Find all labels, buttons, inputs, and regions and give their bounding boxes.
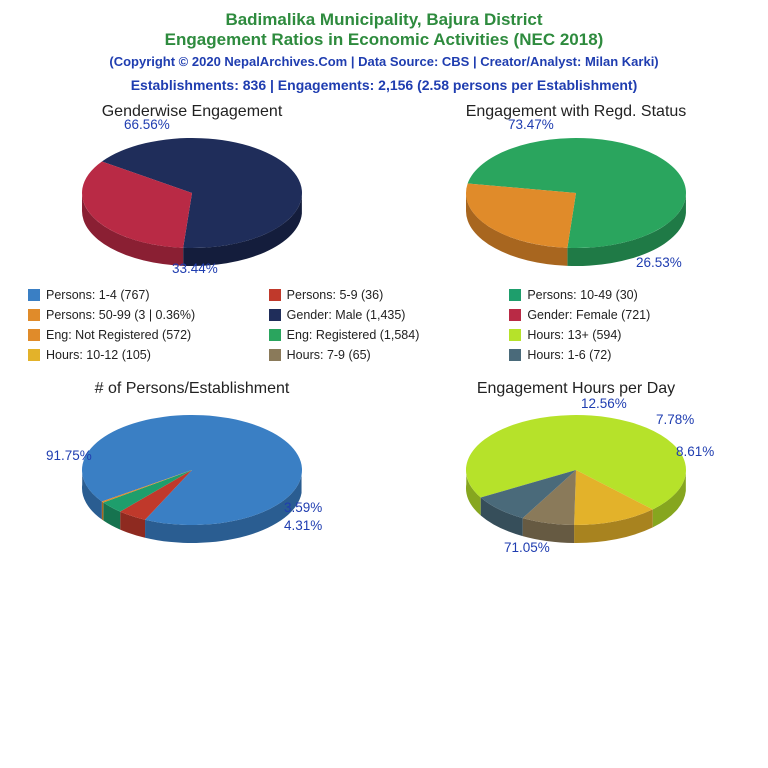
legend-item: Gender: Female (721) — [509, 308, 740, 322]
legend-swatch — [28, 289, 40, 301]
pie-label: 12.56% — [581, 396, 627, 411]
header: Badimalika Municipality, Bajura District… — [0, 0, 768, 97]
legend-swatch — [509, 289, 521, 301]
legend-item: Hours: 13+ (594) — [509, 328, 740, 342]
pie-persons: 91.75%4.31%3.59% — [62, 400, 322, 555]
legend-swatch — [269, 349, 281, 361]
title-line-1: Badimalika Municipality, Bajura District — [8, 10, 760, 30]
pie-label: 8.61% — [676, 444, 714, 459]
legend-label: Persons: 1-4 (767) — [46, 288, 150, 302]
pie-label: 71.05% — [504, 540, 550, 555]
legend-label: Persons: 50-99 (3 | 0.36%) — [46, 308, 195, 322]
chart-title-persons: # of Persons/Establishment — [12, 380, 372, 398]
legend-swatch — [509, 329, 521, 341]
pie-label: 33.44% — [172, 261, 218, 276]
copyright-line: (Copyright © 2020 NepalArchives.Com | Da… — [8, 54, 760, 69]
legend-swatch — [269, 289, 281, 301]
legend-swatch — [509, 309, 521, 321]
pie-label: 66.56% — [124, 117, 170, 132]
legend-label: Hours: 10-12 (105) — [46, 348, 151, 362]
pie-label: 91.75% — [46, 448, 92, 463]
legend-label: Gender: Female (721) — [527, 308, 650, 322]
chart-gender: Genderwise Engagement 66.56%33.44% — [12, 103, 372, 278]
legend-item: Hours: 10-12 (105) — [28, 348, 259, 362]
legend-swatch — [28, 329, 40, 341]
legend-label: Hours: 13+ (594) — [527, 328, 621, 342]
chart-title-hours: Engagement Hours per Day — [396, 380, 756, 398]
legend-swatch — [28, 349, 40, 361]
chart-hours: Engagement Hours per Day 71.05%12.56%7.7… — [396, 380, 756, 555]
legend-swatch — [269, 329, 281, 341]
pie-hours: 71.05%12.56%7.78%8.61% — [446, 400, 706, 555]
pie-label: 3.59% — [284, 500, 322, 515]
legend-label: Eng: Registered (1,584) — [287, 328, 420, 342]
chart-regd: Engagement with Regd. Status 73.47%26.53… — [396, 103, 756, 278]
legend-label: Persons: 10-49 (30) — [527, 288, 637, 302]
legend-swatch — [269, 309, 281, 321]
legend-item: Eng: Not Registered (572) — [28, 328, 259, 342]
pie-label: 7.78% — [656, 412, 694, 427]
pie-regd: 73.47%26.53% — [446, 123, 706, 278]
pie-label: 26.53% — [636, 255, 682, 270]
pie-gender: 66.56%33.44% — [62, 123, 322, 278]
legend-item: Eng: Registered (1,584) — [269, 328, 500, 342]
legend-item: Persons: 10-49 (30) — [509, 288, 740, 302]
charts-row-bottom: # of Persons/Establishment 91.75% 4.31% 3.… — [0, 380, 768, 555]
chart-persons: # of Persons/Establishment 91.75% 4.31% 3.… — [12, 380, 372, 555]
title-line-2: Engagement Ratios in Economic Activities… — [8, 30, 760, 50]
legend-label: Persons: 5-9 (36) — [287, 288, 384, 302]
legend-swatch — [509, 349, 521, 361]
pie-label: 4.31% — [284, 518, 322, 533]
charts-row-top: Genderwise Engagement 66.56%33.44% Engag… — [0, 103, 768, 278]
pie-label: 73.47% — [508, 117, 554, 132]
legend-label: Hours: 1-6 (72) — [527, 348, 611, 362]
legend-item: Hours: 1-6 (72) — [509, 348, 740, 362]
chart-title-gender: Genderwise Engagement — [12, 103, 372, 121]
legend-item: Persons: 1-4 (767) — [28, 288, 259, 302]
legend-label: Hours: 7-9 (65) — [287, 348, 371, 362]
legend-swatch — [28, 309, 40, 321]
legend-label: Eng: Not Registered (572) — [46, 328, 191, 342]
legend-item: Gender: Male (1,435) — [269, 308, 500, 322]
legend-item: Persons: 50-99 (3 | 0.36%) — [28, 308, 259, 322]
stats-line: Establishments: 836 | Engagements: 2,156… — [8, 77, 760, 93]
legend-item: Hours: 7-9 (65) — [269, 348, 500, 362]
legend: Persons: 1-4 (767) Persons: 5-9 (36) Perso… — [0, 280, 768, 370]
legend-label: Gender: Male (1,435) — [287, 308, 406, 322]
chart-title-regd: Engagement with Regd. Status — [396, 103, 756, 121]
legend-item: Persons: 5-9 (36) — [269, 288, 500, 302]
